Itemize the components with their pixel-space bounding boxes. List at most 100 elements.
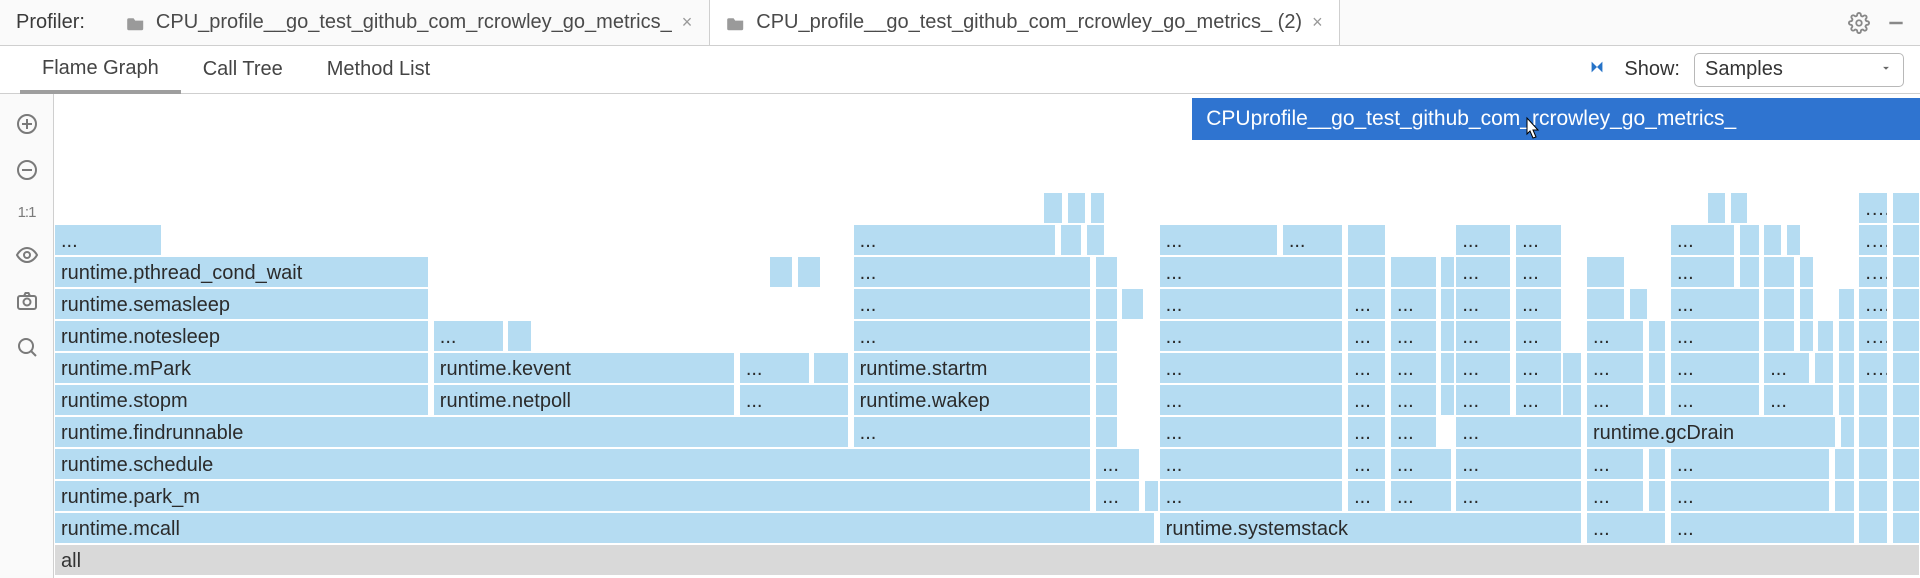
flame-frame[interactable] (1440, 288, 1455, 320)
flame-frame[interactable]: ... (1095, 480, 1140, 512)
flame-frame[interactable] (1892, 288, 1920, 320)
flame-frame[interactable] (1060, 224, 1082, 256)
flame-frame[interactable] (1648, 384, 1667, 416)
flame-frame[interactable]: ... (1515, 224, 1562, 256)
flame-frame[interactable] (1892, 512, 1920, 544)
flame-frame[interactable]: all (54, 544, 1920, 576)
flame-frame[interactable]: ... (1159, 416, 1344, 448)
flame-frame[interactable]: ... (1455, 480, 1582, 512)
zoom-out-icon[interactable] (15, 158, 39, 182)
flame-frame[interactable]: ... (1858, 224, 1888, 256)
flame-frame[interactable]: runtime.systemstack (1159, 512, 1583, 544)
flame-frame[interactable]: runtime.netpoll (433, 384, 735, 416)
flame-frame[interactable]: ... (1586, 352, 1644, 384)
flame-frame[interactable] (1838, 352, 1855, 384)
flame-frame[interactable]: ... (1515, 352, 1562, 384)
flame-frame[interactable]: ... (1159, 320, 1344, 352)
zoom-reset-icon[interactable]: 1:1 (18, 204, 36, 221)
flame-frame[interactable]: ... (853, 256, 1092, 288)
flame-frame[interactable] (1892, 256, 1920, 288)
flame-frame[interactable] (1440, 320, 1455, 352)
flame-frame[interactable] (1144, 480, 1159, 512)
flame-frame[interactable] (1347, 224, 1386, 256)
flame-frame[interactable] (1858, 448, 1888, 480)
flame-frame[interactable]: ... (1515, 256, 1562, 288)
flame-frame[interactable]: ... (1586, 384, 1644, 416)
flame-frame[interactable]: ... (1586, 512, 1666, 544)
compare-banner[interactable]: CPUprofile__go_test_github_com_rcrowley_… (1192, 98, 1920, 140)
flame-frame[interactable]: runtime.gcDrain (1586, 416, 1836, 448)
compare-focus-icon[interactable] (1584, 54, 1610, 86)
flame-frame[interactable]: ... (1515, 288, 1562, 320)
flame-frame[interactable]: ... (853, 288, 1092, 320)
close-icon[interactable]: × (682, 12, 693, 33)
flame-frame[interactable]: ... (1670, 224, 1735, 256)
flame-frame[interactable]: ... (1670, 512, 1855, 544)
flame-frame[interactable] (1892, 448, 1920, 480)
flame-frame[interactable]: ... (1455, 288, 1511, 320)
flame-frame[interactable] (813, 352, 848, 384)
flame-frame[interactable]: ... (1515, 320, 1562, 352)
flame-frame[interactable]: ... (1159, 352, 1344, 384)
flame-frame[interactable]: ... (1455, 384, 1511, 416)
show-preview-icon[interactable] (15, 243, 39, 267)
flame-frame[interactable]: ... (1347, 480, 1386, 512)
flame-frame[interactable] (1739, 256, 1760, 288)
screenshot-icon[interactable] (15, 289, 39, 313)
flame-frame[interactable]: ... (739, 352, 810, 384)
flame-frame[interactable] (1763, 224, 1782, 256)
flame-frame[interactable]: ... (1858, 352, 1888, 384)
flame-frame[interactable]: ... (1347, 448, 1386, 480)
flame-frame[interactable] (1892, 352, 1920, 384)
flame-frame[interactable] (1095, 288, 1117, 320)
flame-frame[interactable]: runtime.mPark (54, 352, 429, 384)
settings-icon[interactable] (1848, 12, 1870, 34)
flame-frame[interactable]: ... (853, 416, 1092, 448)
flame-frame[interactable]: ... (1347, 384, 1386, 416)
flame-frame[interactable] (1090, 192, 1105, 224)
flame-frame[interactable] (1838, 320, 1855, 352)
flame-frame[interactable]: ... (1586, 320, 1644, 352)
view-tab[interactable]: Method List (305, 46, 452, 93)
flame-frame[interactable] (1440, 384, 1455, 416)
flame-frame[interactable]: ... (1670, 480, 1830, 512)
flame-frame[interactable]: ... (1347, 288, 1386, 320)
view-tab[interactable]: Flame Graph (20, 46, 181, 94)
flame-frame[interactable]: ... (1670, 384, 1760, 416)
flame-frame[interactable]: ... (1586, 448, 1644, 480)
flame-frame[interactable] (1892, 480, 1920, 512)
flame-frame[interactable]: ... (1159, 480, 1344, 512)
flame-frame[interactable] (1067, 192, 1086, 224)
minimize-icon[interactable] (1886, 13, 1906, 33)
flame-frame[interactable]: ... (433, 320, 504, 352)
flame-frame[interactable]: ... (1763, 352, 1810, 384)
flame-frame[interactable]: runtime.park_m (54, 480, 1091, 512)
flame-frame[interactable]: ... (1390, 352, 1437, 384)
flame-frame[interactable]: ... (1455, 224, 1511, 256)
flame-frame[interactable]: ... (1390, 320, 1437, 352)
view-tab[interactable]: Call Tree (181, 46, 305, 93)
flame-frame[interactable]: ... (1455, 448, 1582, 480)
flame-frame[interactable]: ... (1159, 288, 1344, 320)
flame-frame[interactable]: runtime.wakep (853, 384, 1092, 416)
flame-frame[interactable]: ... (1858, 288, 1888, 320)
profile-tab[interactable]: CPU_profile__go_test_github_com_rcrowley… (709, 0, 1339, 45)
profile-tab[interactable]: CPU_profile__go_test_github_com_rcrowley… (109, 0, 709, 45)
flame-frame[interactable] (1707, 192, 1726, 224)
flame-frame[interactable]: ... (1347, 416, 1386, 448)
zoom-in-icon[interactable] (15, 112, 39, 136)
flame-frame[interactable] (1838, 288, 1855, 320)
flame-frame[interactable] (1799, 320, 1814, 352)
flame-frame[interactable]: ... (1159, 448, 1344, 480)
flame-frame[interactable] (1121, 288, 1143, 320)
flame-frame[interactable]: ... (1159, 384, 1344, 416)
flame-frame[interactable] (1043, 192, 1064, 224)
flame-frame[interactable]: ... (1390, 384, 1437, 416)
flame-frame[interactable]: runtime.pthread_cond_wait (54, 256, 429, 288)
flame-frame[interactable]: runtime.findrunnable (54, 416, 849, 448)
flame-frame[interactable] (1095, 416, 1117, 448)
flame-frame[interactable]: ... (1390, 416, 1437, 448)
flame-frame[interactable] (1440, 256, 1455, 288)
flame-frame[interactable] (1834, 448, 1855, 480)
flame-frame[interactable] (1786, 224, 1801, 256)
